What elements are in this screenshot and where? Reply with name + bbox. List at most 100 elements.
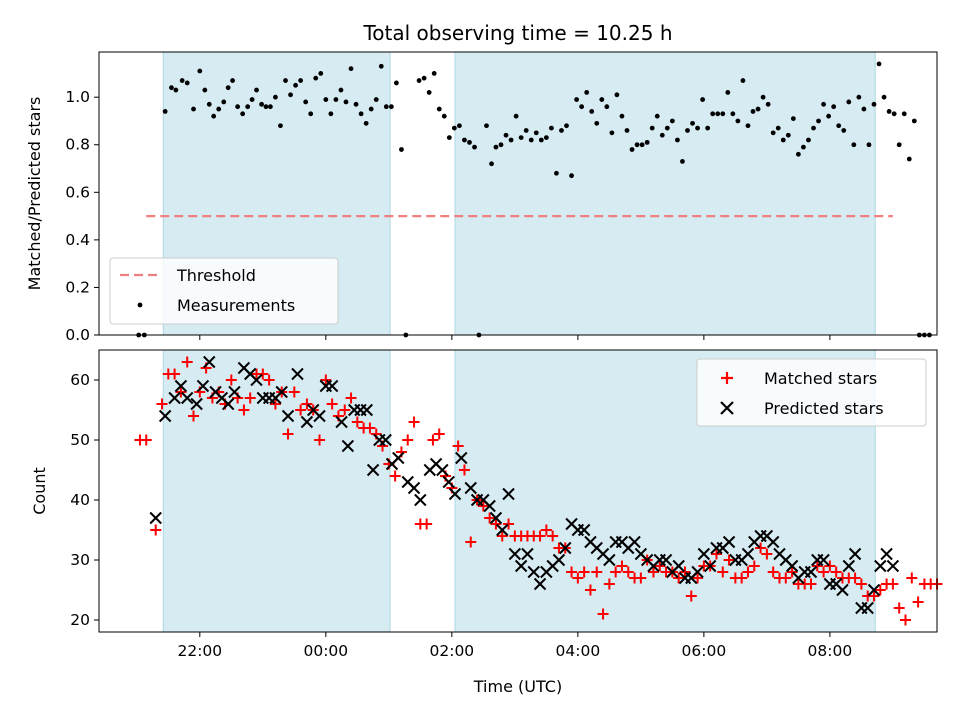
measurement-point: [538, 137, 544, 143]
predicted-star-point: [577, 523, 591, 537]
measurement-point: [173, 87, 179, 93]
predicted-star-point: [552, 553, 566, 567]
matched-star-point: [452, 440, 464, 452]
matched-star-point: [225, 374, 237, 386]
measurement-point: [559, 128, 564, 133]
x-axis-label: Time (UTC): [473, 677, 562, 696]
measurement-point: [388, 104, 394, 110]
matched-star-point: [748, 560, 760, 572]
x-tick-label: 00:00: [303, 642, 348, 660]
measurement-point: [211, 113, 217, 119]
predicted-star-point: [691, 565, 704, 579]
y-tick-label: 1.0: [65, 88, 90, 106]
measurement-point: [216, 106, 222, 112]
predicted-star-point: [628, 535, 641, 549]
measurement-point: [755, 106, 761, 112]
measurement-point: [191, 106, 196, 112]
measurement-point: [313, 75, 319, 81]
measurement-point: [574, 97, 579, 102]
measurement-point: [489, 161, 494, 167]
bottom-y-axis-label: Count: [30, 467, 49, 515]
matched-star-point: [339, 404, 351, 416]
measurement-point: [881, 94, 887, 100]
measurement-point: [614, 92, 620, 98]
measurement-point: [240, 111, 246, 117]
top-panel: 0.0 0.2 0.4 0.6 0.8 1.0 Matched/Predicted sta…: [25, 51, 938, 344]
measurement-point: [179, 78, 185, 83]
measurement-point: [911, 118, 917, 124]
measurement-point: [710, 111, 716, 117]
measurement-point: [298, 78, 304, 83]
predicted-star-point: [861, 601, 874, 615]
measurement-point: [790, 116, 796, 121]
matched-star-point: [364, 422, 376, 434]
measurement-point: [594, 120, 600, 126]
measurement-point: [735, 118, 741, 124]
matched-star-point: [742, 566, 754, 578]
measurement-point: [197, 68, 203, 74]
measurement-point: [225, 85, 231, 91]
predicted-star-point: [697, 547, 711, 561]
matched-star-point: [584, 584, 596, 596]
predicted-star-point: [181, 391, 194, 405]
measurement-point: [680, 158, 685, 164]
measurement-point: [780, 137, 786, 143]
measurement-point: [467, 139, 472, 145]
measurement-point: [795, 151, 801, 157]
matched-star-point: [685, 590, 697, 602]
matched-star-point: [433, 428, 445, 440]
measurement-point: [498, 142, 504, 148]
measurement-point: [705, 125, 711, 131]
predicted-star-point: [448, 487, 462, 501]
predicted-star-point: [281, 409, 295, 423]
y-tick-label: 50: [70, 431, 90, 449]
top-y-axis-label: Matched/Predicted stars: [25, 97, 44, 291]
measurement-point: [421, 75, 427, 81]
matched-star-point: [566, 566, 578, 578]
matched-star-point: [830, 566, 842, 578]
measurement-point: [353, 101, 359, 107]
predicted-star-point: [886, 559, 900, 573]
predicted-star-point: [464, 481, 477, 495]
measurement-point: [750, 109, 756, 114]
matched-star-point: [591, 566, 603, 578]
matched-star-point: [603, 578, 615, 590]
matched-star-point: [427, 434, 439, 446]
y-tick-label: 0.0: [65, 326, 90, 344]
matched-star-point: [572, 572, 584, 584]
measurement-point: [715, 111, 721, 117]
measurement-point: [169, 85, 174, 91]
predicted-star-point: [502, 487, 515, 501]
measurement-point: [245, 104, 251, 110]
predicted-star-point: [203, 355, 216, 369]
measurement-point: [249, 97, 255, 102]
measurement-point: [416, 78, 422, 83]
predicted-star-point: [291, 367, 304, 381]
y-tick-label: 60: [70, 371, 90, 389]
measurement-point: [288, 92, 293, 98]
measurement-point: [254, 87, 259, 93]
predicted-star-point: [414, 493, 427, 507]
measurement-point: [441, 113, 447, 119]
predicted-star-point: [672, 559, 685, 573]
matched-star-point: [679, 566, 691, 578]
measurement-point: [293, 82, 298, 88]
measurement-point: [278, 123, 283, 129]
matched-star-point: [351, 416, 363, 428]
measurement-point: [569, 173, 574, 179]
predicted-star-point: [521, 547, 534, 561]
measurement-point: [896, 142, 902, 148]
matched-star-point: [805, 578, 817, 590]
predicted-star-point: [880, 547, 893, 561]
predicted-star-point: [804, 565, 818, 579]
predicted-star-point: [455, 451, 468, 465]
matched-star-point: [887, 578, 899, 590]
matched-star-point: [490, 518, 502, 530]
predicted-star-point: [335, 415, 348, 429]
predicted-star-point: [275, 385, 288, 399]
measurement-point: [283, 78, 288, 83]
matched-star-point: [465, 536, 477, 548]
measurement-point: [740, 78, 746, 83]
measurement-point: [513, 113, 519, 119]
matched-star-point: [421, 518, 433, 530]
